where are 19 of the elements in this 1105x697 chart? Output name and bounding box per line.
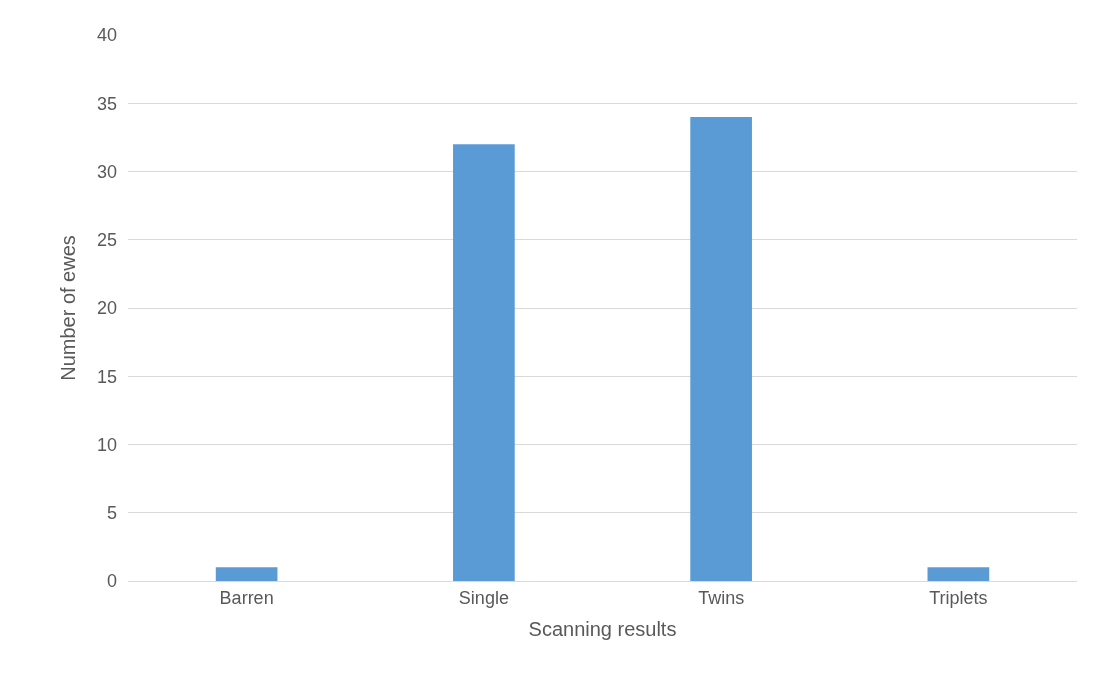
- y-tick-label: 5: [106, 503, 117, 524]
- y-tick-label: 20: [96, 298, 117, 319]
- bar: [927, 567, 990, 581]
- x-axis-title: Scanning results: [528, 618, 677, 641]
- bar: [690, 116, 752, 581]
- y-tick-label: 30: [96, 161, 117, 182]
- x-tick-label: Twins: [698, 587, 745, 608]
- y-tick-label: 35: [96, 93, 117, 114]
- x-tick-label: Barren: [219, 587, 274, 608]
- x-tick-label: Triplets: [929, 587, 988, 608]
- y-tick-label: 40: [96, 25, 117, 46]
- y-tick-label: 25: [96, 230, 117, 251]
- x-tick-label: Single: [458, 587, 509, 608]
- y-tick-label: 15: [96, 366, 117, 387]
- bar: [453, 144, 515, 581]
- y-axis-title: Number of ewes: [57, 235, 80, 381]
- y-tick-label: 10: [96, 434, 117, 455]
- bar: [215, 567, 278, 581]
- y-tick-label: 0: [106, 571, 117, 592]
